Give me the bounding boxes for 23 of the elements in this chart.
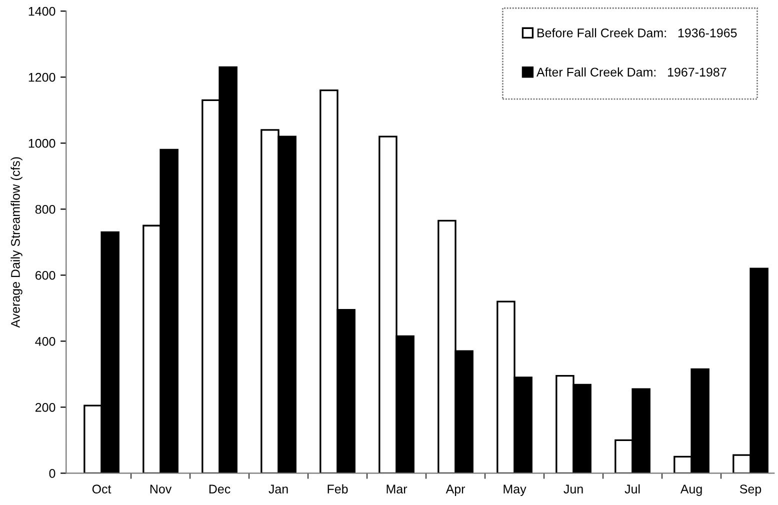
x-tick-label: Jul: [624, 484, 640, 494]
x-tick-label: Sep: [740, 484, 762, 496]
y-tick-label: 600: [35, 270, 56, 280]
x-tick-label: Jan: [268, 484, 288, 494]
y-tick-label: 400: [35, 336, 56, 346]
legend-label: Before Fall Creek Dam: 1936-1965: [537, 28, 737, 38]
x-tick-label: Feb: [328, 484, 348, 494]
y-tick-label: 1000: [28, 138, 56, 148]
x-tick-label: Oct: [92, 484, 112, 494]
y-tick-label: 200: [35, 402, 56, 412]
x-tick-label: Apr: [446, 484, 466, 496]
x-tick-label: Aug: [680, 484, 702, 496]
legend-label: After Fall Creek Dam: 1967-1987: [536, 67, 726, 77]
x-tick-label: Dec: [209, 484, 230, 494]
y-axis-title: Average Daily Streamflow (cfs): [10, 157, 22, 328]
y-tick-label: 0: [49, 468, 56, 478]
x-tick-label: May: [504, 484, 526, 496]
y-tick-label: 1400: [28, 6, 56, 16]
x-tick-label: Nov: [150, 484, 172, 494]
x-tick-label: Jun: [564, 484, 583, 494]
y-tick-label: 1200: [28, 72, 56, 82]
x-tick-label: Mar: [386, 484, 408, 494]
y-tick-label: 800: [35, 204, 56, 214]
